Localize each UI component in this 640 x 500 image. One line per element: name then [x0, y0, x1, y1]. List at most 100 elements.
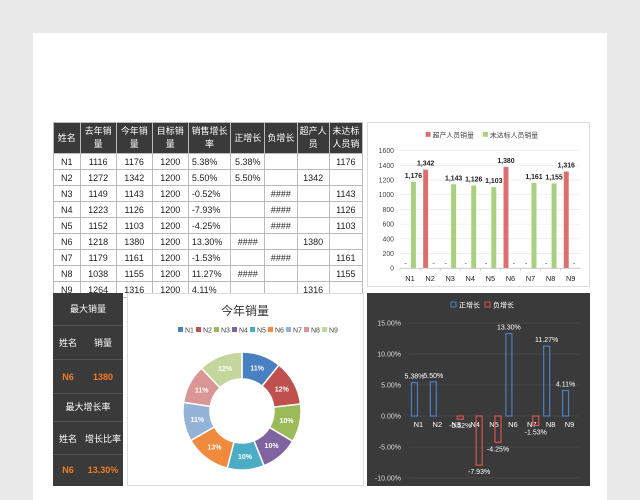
data-label: 4.11% [556, 382, 575, 389]
bar [531, 182, 537, 269]
table-cell [296, 185, 330, 202]
slice-label: 13% [207, 445, 222, 452]
y-tick-label: -5.00% [379, 445, 401, 452]
bar [563, 171, 569, 269]
table-cell: 5.50% [187, 169, 232, 186]
legend-label: 未达标人员销量 [490, 130, 538, 139]
data-label: 11.27% [535, 337, 558, 344]
x-tick-label: N7 [526, 274, 535, 283]
y-tick-label: 200 [383, 251, 395, 258]
bar [491, 187, 497, 269]
table-cell: -1.53% [187, 249, 232, 266]
x-tick-label: N8 [546, 274, 555, 283]
legend-swatch [214, 327, 219, 332]
table-cell: 1103 [328, 217, 364, 234]
table-cell: #### [230, 233, 266, 250]
table-cell [264, 169, 298, 186]
table-cell: -0.52% [187, 185, 232, 202]
data-label: 1,126 [465, 177, 482, 184]
table-cell: 1342 [296, 169, 330, 186]
y-tick-label: 5.00% [381, 383, 401, 390]
table-cell [328, 233, 364, 250]
bar [551, 183, 557, 269]
x-tick-label: N3 [445, 274, 454, 283]
table-cell: #### [264, 201, 298, 218]
table-cell: 1200 [151, 185, 189, 202]
growth-label: 增长比率 [84, 434, 121, 444]
table-cell: 1161 [328, 249, 364, 266]
y-tick-label: 15.00% [377, 321, 401, 328]
data-label: 1,143 [445, 175, 462, 182]
legend-swatch [450, 301, 457, 308]
data-label: -1.53% [525, 429, 547, 436]
legend-swatch [286, 327, 291, 332]
table-body: N1 1116 1176 1200 5.38% 5.38% 1176 N2 1272 1342 12… [53, 153, 364, 298]
max-sales-title: 最大销量 [69, 304, 106, 314]
chart-title: 今年销量 [221, 303, 269, 318]
max-growth-title: 最大增长率 [65, 402, 111, 412]
table-cell: 1200 [151, 217, 189, 234]
data-label: 5.50% [423, 373, 443, 380]
table-cell: 1272 [79, 169, 117, 186]
bar [471, 185, 477, 269]
max-growth-value: 13.30% [87, 465, 119, 475]
bar [451, 184, 457, 269]
max-growth-name: N6 [62, 465, 74, 475]
table-cell [230, 201, 266, 218]
data-label: 1,176 [405, 173, 422, 180]
zero-mark: - [485, 260, 487, 267]
max-sales-header-row: 姓名 销量 [53, 326, 123, 360]
table-cell: 1223 [79, 201, 117, 218]
max-growth-value-row: N6 13.30% [53, 453, 123, 487]
table-cell [296, 153, 330, 170]
legend-swatch [322, 327, 327, 332]
y-tick-label: 0 [390, 266, 394, 273]
table-cell [230, 217, 266, 234]
divider [53, 325, 123, 326]
table-cell [296, 201, 330, 218]
chart-background [367, 293, 590, 486]
y-tick-label: 10.00% [377, 352, 401, 359]
data-label: -4.25% [487, 446, 509, 453]
slice-label: 11% [250, 366, 264, 373]
legend-swatch [250, 327, 255, 332]
table-cell [264, 153, 298, 170]
x-tick-label: N4 [466, 274, 475, 283]
zero-mark: - [513, 260, 515, 267]
table-row: N8 1038 1155 1200 11.27% #### 1155 [53, 265, 364, 282]
column-header: 去年销量 [79, 122, 117, 154]
table-cell: 1152 [79, 217, 117, 234]
bar [423, 169, 429, 269]
zero-mark: - [545, 260, 547, 267]
legend-label: N8 [311, 328, 320, 335]
table-row: N4 1223 1126 1200 -7.93% #### 1126 [53, 201, 364, 218]
table-cell: N8 [53, 265, 81, 282]
table-cell: N2 [53, 169, 81, 186]
table-cell: 1149 [79, 185, 117, 202]
table-cell [264, 265, 298, 282]
max-sales-value: 1380 [92, 372, 114, 382]
table-cell: 1126 [115, 201, 153, 218]
bar [532, 415, 540, 427]
bar [456, 415, 464, 420]
table-row: N3 1149 1143 1200 -0.52% #### 1143 [53, 185, 364, 202]
slice-label: 10% [265, 443, 280, 450]
y-tick-label: 800 [383, 207, 395, 214]
table-cell: 1200 [151, 153, 189, 170]
table-cell: 5.50% [230, 169, 266, 186]
column-header: 目标销量 [151, 122, 189, 154]
y-tick-label: -10.00% [375, 476, 401, 483]
table-cell: 1200 [151, 233, 189, 250]
legend-swatch [232, 327, 237, 332]
table-cell: 13.30% [187, 233, 232, 250]
column-header: 姓名 [53, 122, 81, 154]
legend-label: 正增长 [459, 301, 480, 310]
column-header: 正增长 [230, 122, 266, 154]
data-label: 1,316 [558, 163, 575, 170]
table-cell [230, 185, 266, 202]
legend-swatch [482, 131, 488, 137]
y-tick-label: 1600 [379, 148, 395, 155]
data-label: 1,342 [417, 161, 434, 168]
bar [475, 415, 483, 466]
table-cell: 1200 [151, 265, 189, 282]
